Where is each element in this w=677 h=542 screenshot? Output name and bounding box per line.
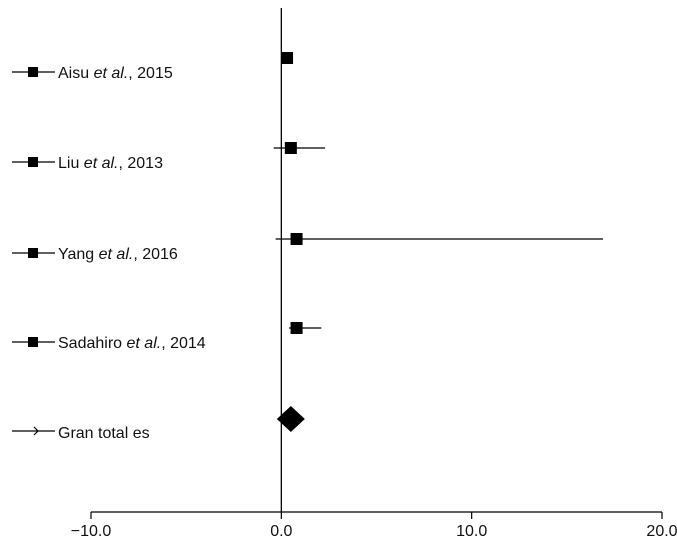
study-label: Sadahiro et al., 2014 xyxy=(58,335,206,352)
x-tick-label: 0.0 xyxy=(270,523,292,540)
point-estimate xyxy=(290,233,303,245)
study-label: Aisu et al., 2015 xyxy=(58,65,173,82)
point-estimate xyxy=(284,142,297,154)
x-tick-label: 10.0 xyxy=(456,523,487,540)
x-tick-label: −10.0 xyxy=(71,523,112,540)
x-tick-label: 20.0 xyxy=(646,523,677,540)
legend-square-marker xyxy=(28,157,38,167)
legend-arrow-marker xyxy=(33,426,39,436)
point-estimate xyxy=(290,322,303,334)
legend-square-marker xyxy=(28,248,38,258)
pooled-estimate-diamond xyxy=(276,406,305,432)
point-estimate xyxy=(281,52,294,64)
legend-square-marker xyxy=(28,67,38,77)
study-label: Liu et al., 2013 xyxy=(58,155,163,172)
study-label: Yang et al., 2016 xyxy=(58,246,178,263)
total-label: Gran total es xyxy=(58,425,150,442)
legend-square-marker xyxy=(28,337,38,347)
